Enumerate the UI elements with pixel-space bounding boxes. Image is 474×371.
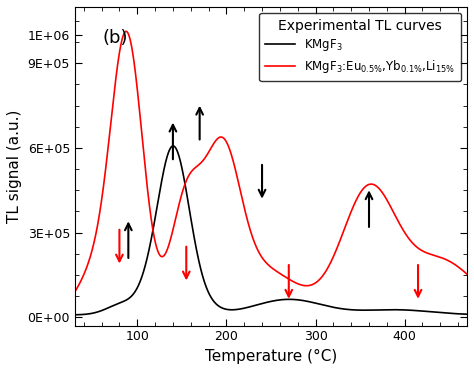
KMgF$_3$ [140, 272, 146, 276]
Line: KMgF$_3$: KMgF$_3$ [75, 146, 467, 315]
KMgF$_3$:Eu$_{0.5\%}$,Yb$_{0.1\%}$,Li$_{15\%}$ [140, 144, 146, 148]
X-axis label: Temperature (°C): Temperature (°C) [205, 349, 337, 364]
KMgF$_3$:Eu$_{0.5\%}$,Yb$_{0.1\%}$,Li$_{15\%}$ [72, 289, 78, 294]
Legend: KMgF$_3$, KMgF$_3$:Eu$_{0.5\%}$,Yb$_{0.1\%}$,Li$_{15\%}$: KMgF$_3$, KMgF$_3$:Eu$_{0.5\%}$,Yb$_{0.1… [259, 13, 461, 81]
KMgF$_3$:Eu$_{0.5\%}$,Yb$_{0.1\%}$,Li$_{15\%}$ [464, 272, 470, 276]
KMgF$_3$:Eu$_{0.5\%}$,Yb$_{0.1\%}$,Li$_{15\%}$ [123, 29, 129, 33]
KMgF$_3$ [222, 307, 228, 311]
Y-axis label: TL signal (a.u.): TL signal (a.u.) [7, 109, 22, 223]
Line: KMgF$_3$:Eu$_{0.5\%}$,Yb$_{0.1\%}$,Li$_{15\%}$: KMgF$_3$:Eu$_{0.5\%}$,Yb$_{0.1\%}$,Li$_{… [75, 31, 467, 292]
KMgF$_3$ [456, 312, 462, 316]
KMgF$_3$:Eu$_{0.5\%}$,Yb$_{0.1\%}$,Li$_{15\%}$ [222, 138, 228, 142]
KMgF$_3$ [414, 308, 420, 313]
KMgF$_3$:Eu$_{0.5\%}$,Yb$_{0.1\%}$,Li$_{15\%}$ [414, 245, 420, 250]
KMgF$_3$ [464, 312, 470, 316]
KMgF$_3$ [72, 313, 78, 317]
KMgF$_3$ [239, 306, 245, 311]
KMgF$_3$:Eu$_{0.5\%}$,Yb$_{0.1\%}$,Li$_{15\%}$ [239, 197, 245, 202]
Text: (b): (b) [102, 29, 128, 47]
KMgF$_3$ [170, 144, 176, 148]
KMgF$_3$ [117, 301, 122, 305]
KMgF$_3$:Eu$_{0.5\%}$,Yb$_{0.1\%}$,Li$_{15\%}$ [117, 49, 122, 54]
KMgF$_3$:Eu$_{0.5\%}$,Yb$_{0.1\%}$,Li$_{15\%}$ [456, 266, 462, 270]
